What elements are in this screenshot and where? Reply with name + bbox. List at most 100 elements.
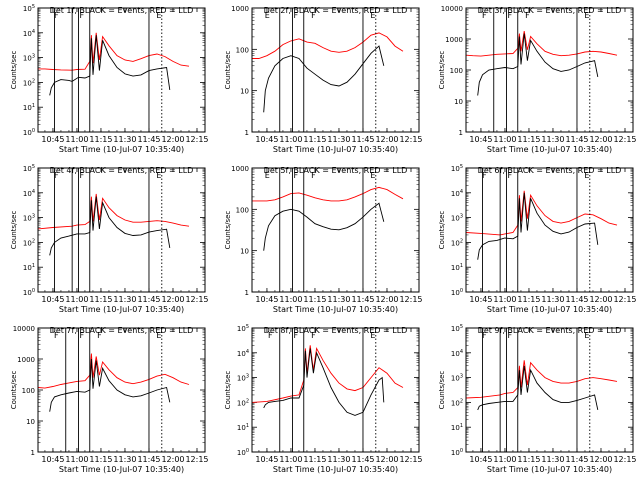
y-tick-label: 103 [23,54,35,63]
x-tick-label: 10:45 [469,295,492,304]
data-series [252,345,404,416]
y-tick-label: 100 [23,288,35,297]
events-series-line [477,192,599,260]
interval-marker-label: F [294,11,299,20]
y-tick-label: 104 [23,189,35,198]
y-tick-label: 103 [451,374,463,383]
y-axis-label: Counts/sec [438,211,446,250]
y-tick-label: 1000 [17,356,35,364]
interval-marker-label: F [311,171,316,180]
interval-marker-label: E [265,171,270,180]
y-ticks: 100 101 102 103 104 105 [237,324,419,457]
lld-series-line [38,32,190,71]
x-tick-label: 11:45 [351,295,374,304]
interval-marker-label: F [482,11,487,20]
plot-frame [465,327,634,453]
interval-lines [493,8,591,132]
plot-frame [37,327,206,453]
x-ticks: 10:45 11:00 11:15 11:30 11:45 12:00 12:15 [41,168,209,304]
panel-det-9f: Det 9f, BLACK = Events, RED = LLD Counts/… [438,324,637,474]
y-tick-label: 104 [451,349,463,358]
x-tick-label: 10:45 [255,455,278,464]
data-series [466,190,618,260]
x-axis-label: Start Time (10-Jul-07 10:35:40) [59,305,184,314]
y-tick-label: 100 [236,46,249,54]
panel-title: Det 7f, BLACK = Events, RED = LLD [50,326,194,335]
x-axis-label: Start Time (10-Jul-07 10:35:40) [273,305,398,314]
panel-det-3f: Det 3f, BLACK = Events, RED = LLD Counts/… [438,5,637,154]
y-ticks: 1 10 100 1000 [231,5,419,137]
x-tick-label: 10:45 [469,135,492,144]
plot-frame [37,167,206,293]
x-tick-label: 11:15 [303,135,326,144]
panel-title: Det 8f, BLACK = Events, RED = LLD [264,326,408,335]
y-tick-label: 105 [451,164,463,173]
y-ticks: 100 101 102 103 104 105 [23,164,205,297]
lld-series-line [466,190,618,236]
y-tick-label: 104 [23,29,35,38]
y-tick-label: 105 [451,324,463,333]
y-ticks: 100 101 102 103 104 105 [23,4,205,137]
y-tick-label: 100 [236,206,249,214]
lld-series-line [466,31,618,57]
y-tick-label: 1 [245,129,249,137]
y-tick-label: 101 [451,423,463,432]
interval-marker-label: F [482,171,487,180]
x-tick-label: 10:45 [255,295,278,304]
x-tick-label: 10:45 [41,295,64,304]
x-ticks: 10:45 11:00 11:15 11:30 11:45 12:00 12:15 [255,8,423,144]
x-axis-label: Start Time (10-Jul-07 10:35:40) [273,465,398,474]
x-tick-label: 11:00 [279,295,302,304]
panel-det-4f: Det 4f, BLACK = Events, RED = LLD Counts/… [10,164,209,314]
x-axis-label: Start Time (10-Jul-07 10:35:40) [59,465,184,474]
interval-lines [54,168,163,292]
interval-marker-label: E [370,11,375,20]
x-tick-label: 12:00 [589,135,612,144]
x-tick-label: 12:15 [399,455,422,464]
y-axis-label: Counts/sec [10,51,18,90]
lld-series-line [466,360,618,399]
x-tick-label: 11:00 [279,455,302,464]
panel-title: Det 1f, BLACK = Events, RED = LLD [50,6,194,15]
interval-marker-label: E [370,171,375,180]
x-tick-label: 11:00 [493,455,516,464]
interval-lines [279,8,377,132]
x-tick-label: 11:30 [113,135,136,144]
y-tick-label: 104 [451,189,463,198]
interval-marker-label: E [584,171,589,180]
x-tick-label: 11:30 [327,135,350,144]
y-tick-label: 10000 [13,325,35,333]
x-tick-label: 12:00 [589,295,612,304]
x-tick-label: 12:00 [589,455,612,464]
x-tick-label: 11:45 [137,455,160,464]
x-tick-label: 10:45 [469,455,492,464]
x-tick-label: 11:00 [493,295,516,304]
y-tick-label: 100 [23,128,35,137]
x-tick-label: 11:15 [303,455,326,464]
lld-series-line [252,345,404,403]
x-tick-label: 11:00 [279,135,302,144]
x-tick-label: 12:00 [375,455,398,464]
events-series-line [49,358,171,412]
y-ticks: 1 10 100 1000 [231,165,419,297]
y-tick-label: 1000 [231,165,249,173]
lld-series-line [252,32,404,59]
x-axis-label: Start Time (10-Jul-07 10:35:40) [273,145,398,154]
interval-marker-label: F [508,331,513,340]
y-tick-label: 102 [451,238,463,247]
x-tick-label: 11:30 [541,135,564,144]
y-axis-label: Counts/sec [10,371,18,410]
y-tick-label: 100 [237,448,249,457]
interval-marker-label: F [268,331,273,340]
x-tick-label: 10:45 [41,455,64,464]
panel-title: Det 4f, BLACK = Events, RED = LLD [50,166,194,175]
y-axis-label: Counts/sec [438,371,446,410]
y-tick-label: 100 [450,67,463,75]
y-tick-label: 104 [237,349,249,358]
x-tick-label: 10:45 [41,135,64,144]
x-tick-label: 12:15 [613,295,636,304]
x-tick-label: 11:15 [517,455,540,464]
events-series-line [49,196,171,256]
data-series [38,32,190,96]
